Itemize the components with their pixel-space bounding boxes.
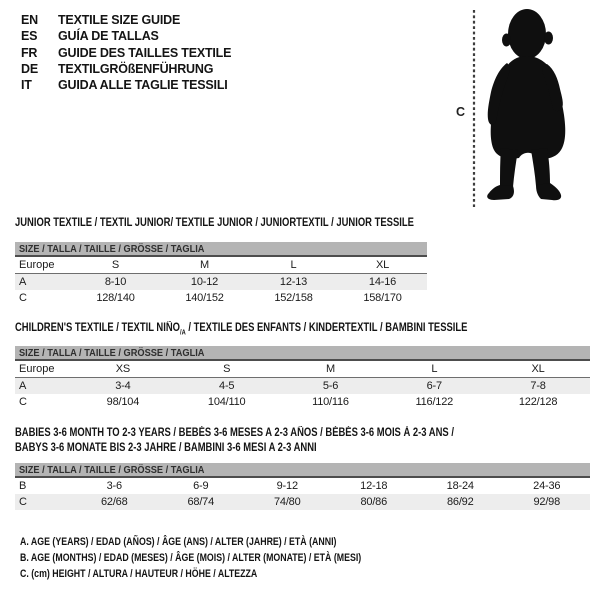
babies-table-title: BABIES 3-6 MONTH TO 2-3 YEARS / BEBÉS 3-… [15, 427, 454, 454]
value-cell: 140/152 [185, 292, 224, 304]
language-title-list: EN TEXTILE SIZE GUIDE ES GUÍA DE TALLAS … [21, 12, 231, 93]
size-cell: XL [375, 259, 390, 271]
row-label: C [19, 292, 27, 304]
size-header-bar: SIZE / TALLA / TAILLE / GRÖSSE / TAGLIA [15, 463, 590, 478]
value-cell: 68/74 [187, 496, 215, 508]
language-title: GUIDE DES TAILLES TEXTILE [58, 45, 232, 60]
value-cell: 5-6 [322, 380, 339, 392]
value-cell: 86/92 [446, 496, 474, 508]
value-cell: 92/98 [533, 496, 561, 508]
children-size-table: SIZE / TALLA / TAILLE / GRÖSSE / TAGLIA … [15, 346, 590, 410]
baby-silhouette-icon [472, 9, 566, 207]
legend-footnotes: A. AGE (YEARS) / EDAD (AÑOS) / ÂGE (ANS)… [20, 536, 447, 583]
row-label: C [19, 396, 27, 408]
value-cell: 7-8 [530, 380, 546, 392]
value-cell: 152/158 [274, 292, 313, 304]
row-label: C [19, 496, 27, 508]
baby-silhouette-shape [487, 9, 566, 201]
table-row-age: A 3-4 4-5 5-6 6-7 7-8 [15, 378, 590, 394]
language-row-it: IT GUIDA ALLE TAGLIE TESSILI [21, 77, 231, 93]
language-code: DE [21, 62, 38, 77]
value-cell: 116/122 [415, 396, 454, 408]
row-label: Europe [19, 259, 55, 271]
value-cell: 122/128 [518, 396, 558, 408]
language-code: FR [21, 45, 38, 60]
value-cell: 24-36 [533, 480, 561, 492]
size-header-bar: SIZE / TALLA / TAILLE / GRÖSSE / TAGLIA [15, 242, 427, 257]
value-cell: 128/140 [96, 292, 135, 304]
language-code: ES [21, 29, 38, 44]
children-table-title: CHILDREN'S TEXTILE / TEXTIL NIÑO/A / TEX… [15, 322, 468, 337]
height-measure-label: C [456, 105, 466, 119]
table-row-europe: Europe XS S M L XL [15, 361, 590, 378]
language-row-fr: FR GUIDE DES TAILLES TEXTILE [21, 45, 231, 61]
size-cell: S [223, 363, 231, 375]
value-cell: 3-6 [106, 480, 123, 492]
language-title: TEXTILE SIZE GUIDE [58, 13, 181, 28]
value-cell: 80/86 [360, 496, 388, 508]
footnote-age-months: B. AGE (MONTHS) / EDAD (MESES) / ÂGE (MO… [20, 551, 362, 564]
row-label: A [19, 276, 27, 288]
table-row-age: A 8-10 10-12 12-13 14-16 [15, 274, 427, 290]
babies-size-table: SIZE / TALLA / TAILLE / GRÖSSE / TAGLIA … [15, 463, 590, 510]
value-cell: 4-5 [219, 380, 235, 392]
size-cell: M [326, 363, 335, 375]
size-cell: XL [531, 363, 545, 375]
title-subscript: /A [180, 329, 186, 337]
value-cell: 98/104 [106, 396, 140, 408]
row-label: Europe [19, 363, 55, 375]
language-title: GUIDA ALLE TAGLIE TESSILI [58, 78, 228, 93]
value-cell: 6-7 [426, 380, 443, 392]
value-cell: 9-12 [276, 480, 298, 492]
table-row-height: C 98/104 104/110 110/116 116/122 122/128 [15, 394, 590, 410]
language-title: TEXTILGRÖßENFÜHRUNG [58, 62, 214, 77]
junior-size-table: SIZE / TALLA / TAILLE / GRÖSSE / TAGLIA … [15, 242, 427, 306]
value-cell: 6-9 [193, 480, 209, 492]
value-cell: 3-4 [115, 380, 131, 392]
table-row-height: C 128/140 140/152 152/158 158/170 [15, 290, 427, 306]
junior-table-title: JUNIOR TEXTILE / TEXTIL JUNIOR/ TEXTILE … [15, 217, 414, 229]
value-cell: 74/80 [273, 496, 301, 508]
value-cell: 158/170 [363, 292, 402, 304]
table-row-months: B 3-6 6-9 9-12 12-18 18-24 24-36 [15, 478, 590, 494]
footnote-age-years: A. AGE (YEARS) / EDAD (AÑOS) / ÂGE (ANS)… [20, 536, 337, 548]
footnote-height-cm: C. (cm) HEIGHT / ALTURA / HAUTEUR / HÖHE… [20, 567, 258, 580]
value-cell: 110/116 [312, 396, 349, 408]
size-cell: L [290, 259, 297, 271]
size-header-bar: SIZE / TALLA / TAILLE / GRÖSSE / TAGLIA [15, 346, 590, 361]
value-cell: 104/110 [207, 396, 246, 408]
size-cell: L [431, 363, 438, 375]
value-cell: 18-24 [446, 480, 474, 492]
value-cell: 8-10 [104, 276, 127, 288]
value-cell: 14-16 [368, 276, 397, 288]
language-code: EN [21, 13, 38, 28]
value-cell: 12-18 [360, 480, 388, 492]
language-row-es: ES GUÍA DE TALLAS [21, 28, 231, 44]
size-cell: M [200, 259, 209, 271]
value-cell: 12-13 [279, 276, 308, 288]
language-row-en: EN TEXTILE SIZE GUIDE [21, 12, 231, 28]
row-label: B [19, 480, 27, 492]
language-title: GUÍA DE TALLAS [58, 29, 159, 44]
table-row-europe: Europe S M L XL [15, 257, 427, 274]
language-code: IT [21, 78, 32, 93]
size-cell: S [111, 259, 120, 271]
language-row-de: DE TEXTILGRÖßENFÜHRUNG [21, 61, 231, 77]
value-cell: 10-12 [190, 276, 219, 288]
size-cell: XS [115, 363, 131, 375]
row-label: A [19, 380, 27, 392]
value-cell: 62/68 [100, 496, 128, 508]
table-row-height: C 62/68 68/74 74/80 80/86 86/92 92/98 [15, 494, 590, 510]
